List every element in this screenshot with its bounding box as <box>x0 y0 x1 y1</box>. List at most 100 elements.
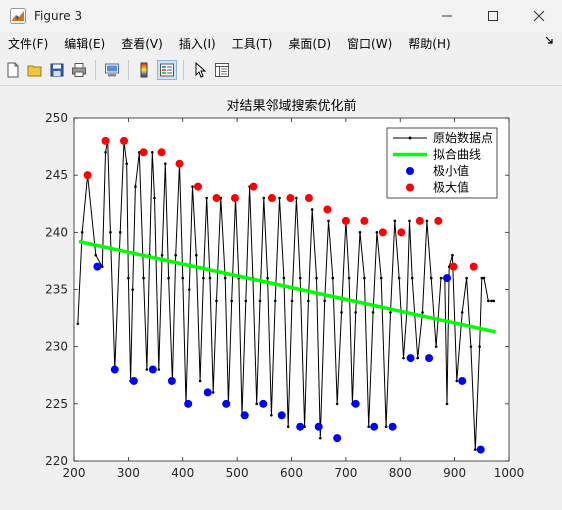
raw-data-point <box>310 208 314 211</box>
menu-insert[interactable]: 插入(I) <box>178 36 216 51</box>
raw-data-point <box>319 436 322 440</box>
raw-data-point <box>118 231 122 234</box>
minimum-point <box>277 411 286 420</box>
maximum-point <box>415 216 424 225</box>
raw-data-point <box>202 276 205 280</box>
minimum-point <box>314 422 323 431</box>
maximum-point <box>193 182 202 191</box>
legend-icon <box>160 63 174 77</box>
menu-help[interactable]: 帮助(H) <box>408 36 451 51</box>
close-button[interactable] <box>516 0 562 32</box>
raw-data-point <box>307 299 310 303</box>
print-icon <box>72 63 86 77</box>
raw-data-point <box>358 231 362 234</box>
maximize-button[interactable] <box>470 0 516 32</box>
menu-desktop[interactable]: 桌面(D) <box>288 36 332 51</box>
raw-data-point <box>223 276 227 280</box>
menu-overflow-icon[interactable] <box>544 35 554 45</box>
raw-data-point <box>455 379 459 383</box>
legend-label: 极小值 <box>433 163 469 178</box>
raw-data-point <box>327 219 330 223</box>
raw-data-point <box>167 276 170 280</box>
property-inspector-button[interactable] <box>212 60 232 80</box>
x-tick-label: 200 <box>63 466 86 480</box>
raw-data-point <box>465 276 468 280</box>
y-tick-label: 250 <box>45 111 68 125</box>
raw-data-point <box>469 345 473 348</box>
maximum-point <box>360 216 369 225</box>
menu-view[interactable]: 查看(V) <box>121 36 163 51</box>
minimize-button[interactable] <box>424 0 470 32</box>
raw-data-point <box>127 276 130 280</box>
raw-data-point <box>490 299 493 303</box>
matlab-icon <box>10 8 26 24</box>
raw-data-point <box>208 276 212 280</box>
menu-window[interactable]: 窗口(W) <box>347 36 393 51</box>
minimum-point <box>443 274 452 283</box>
minimum-point <box>333 434 342 443</box>
raw-data-point <box>295 196 298 200</box>
maximum-point <box>304 194 313 203</box>
minimum-point <box>93 262 102 271</box>
raw-data-point <box>211 391 215 394</box>
raw-data-point <box>335 402 339 406</box>
minimum-point <box>240 411 249 420</box>
x-tick-label: 400 <box>171 466 194 480</box>
maximum-point <box>434 216 443 225</box>
new-figure-button[interactable] <box>3 60 23 80</box>
toolbar-separator <box>95 60 96 80</box>
menu-file[interactable]: 文件(F) <box>8 36 49 51</box>
print-button[interactable] <box>69 60 89 80</box>
maximum-point <box>449 262 458 271</box>
menu-edit[interactable]: 编辑(E) <box>64 36 106 51</box>
raw-data-point <box>100 265 104 268</box>
y-tick-label: 240 <box>45 225 68 239</box>
raw-data-point <box>384 425 388 429</box>
open-file-button[interactable] <box>25 60 45 80</box>
minimum-point <box>184 399 193 408</box>
x-tick-label: 800 <box>389 466 412 480</box>
minimum-point <box>296 422 305 431</box>
legend-label: 拟合曲线 <box>433 147 481 162</box>
maximum-point <box>397 228 406 237</box>
x-tick-label: 1000 <box>494 466 525 480</box>
raw-data-point <box>131 288 135 291</box>
raw-data-point <box>104 151 107 154</box>
raw-data-point <box>273 299 277 303</box>
maximum-point <box>267 194 276 203</box>
save-button[interactable] <box>47 60 67 80</box>
raw-data-point <box>451 253 454 257</box>
raw-data-point <box>367 425 371 429</box>
minimum-point <box>370 422 379 431</box>
raw-data-point <box>408 219 411 223</box>
minimum-point <box>167 376 176 385</box>
colorbar-button[interactable] <box>135 60 155 80</box>
legend-button[interactable] <box>157 60 177 80</box>
raw-data-point <box>205 196 208 200</box>
raw-data-point <box>286 425 290 429</box>
raw-data-point <box>397 276 401 280</box>
plot-area[interactable]: 200 300 400 500 600 700 800 900 1000 220 225 230 235… <box>0 86 562 507</box>
series-line-fit <box>78 239 496 334</box>
legend-swatch-minimum <box>406 167 414 175</box>
print-preview-button[interactable] <box>102 60 122 80</box>
menu-tools[interactable]: 工具(T) <box>231 36 273 51</box>
raw-data-point <box>478 345 481 348</box>
window-title: Figure 3 <box>34 9 83 23</box>
raw-data-point <box>142 276 145 280</box>
raw-data-point <box>429 276 433 280</box>
raw-data-point <box>164 162 167 166</box>
open-file-icon <box>27 65 42 77</box>
raw-data-point <box>244 299 248 303</box>
maximum-point <box>175 159 184 168</box>
raw-data-point <box>255 402 258 406</box>
toolbar-separator <box>183 60 184 80</box>
raw-data-point <box>331 276 335 280</box>
raw-data-point <box>410 276 414 280</box>
title-bar: Figure 3 <box>0 0 562 32</box>
raw-data-point <box>315 276 318 280</box>
maximum-point <box>469 262 478 271</box>
pointer-button[interactable] <box>190 60 210 80</box>
raw-data-point <box>434 345 438 348</box>
legend-box[interactable] <box>386 127 498 199</box>
